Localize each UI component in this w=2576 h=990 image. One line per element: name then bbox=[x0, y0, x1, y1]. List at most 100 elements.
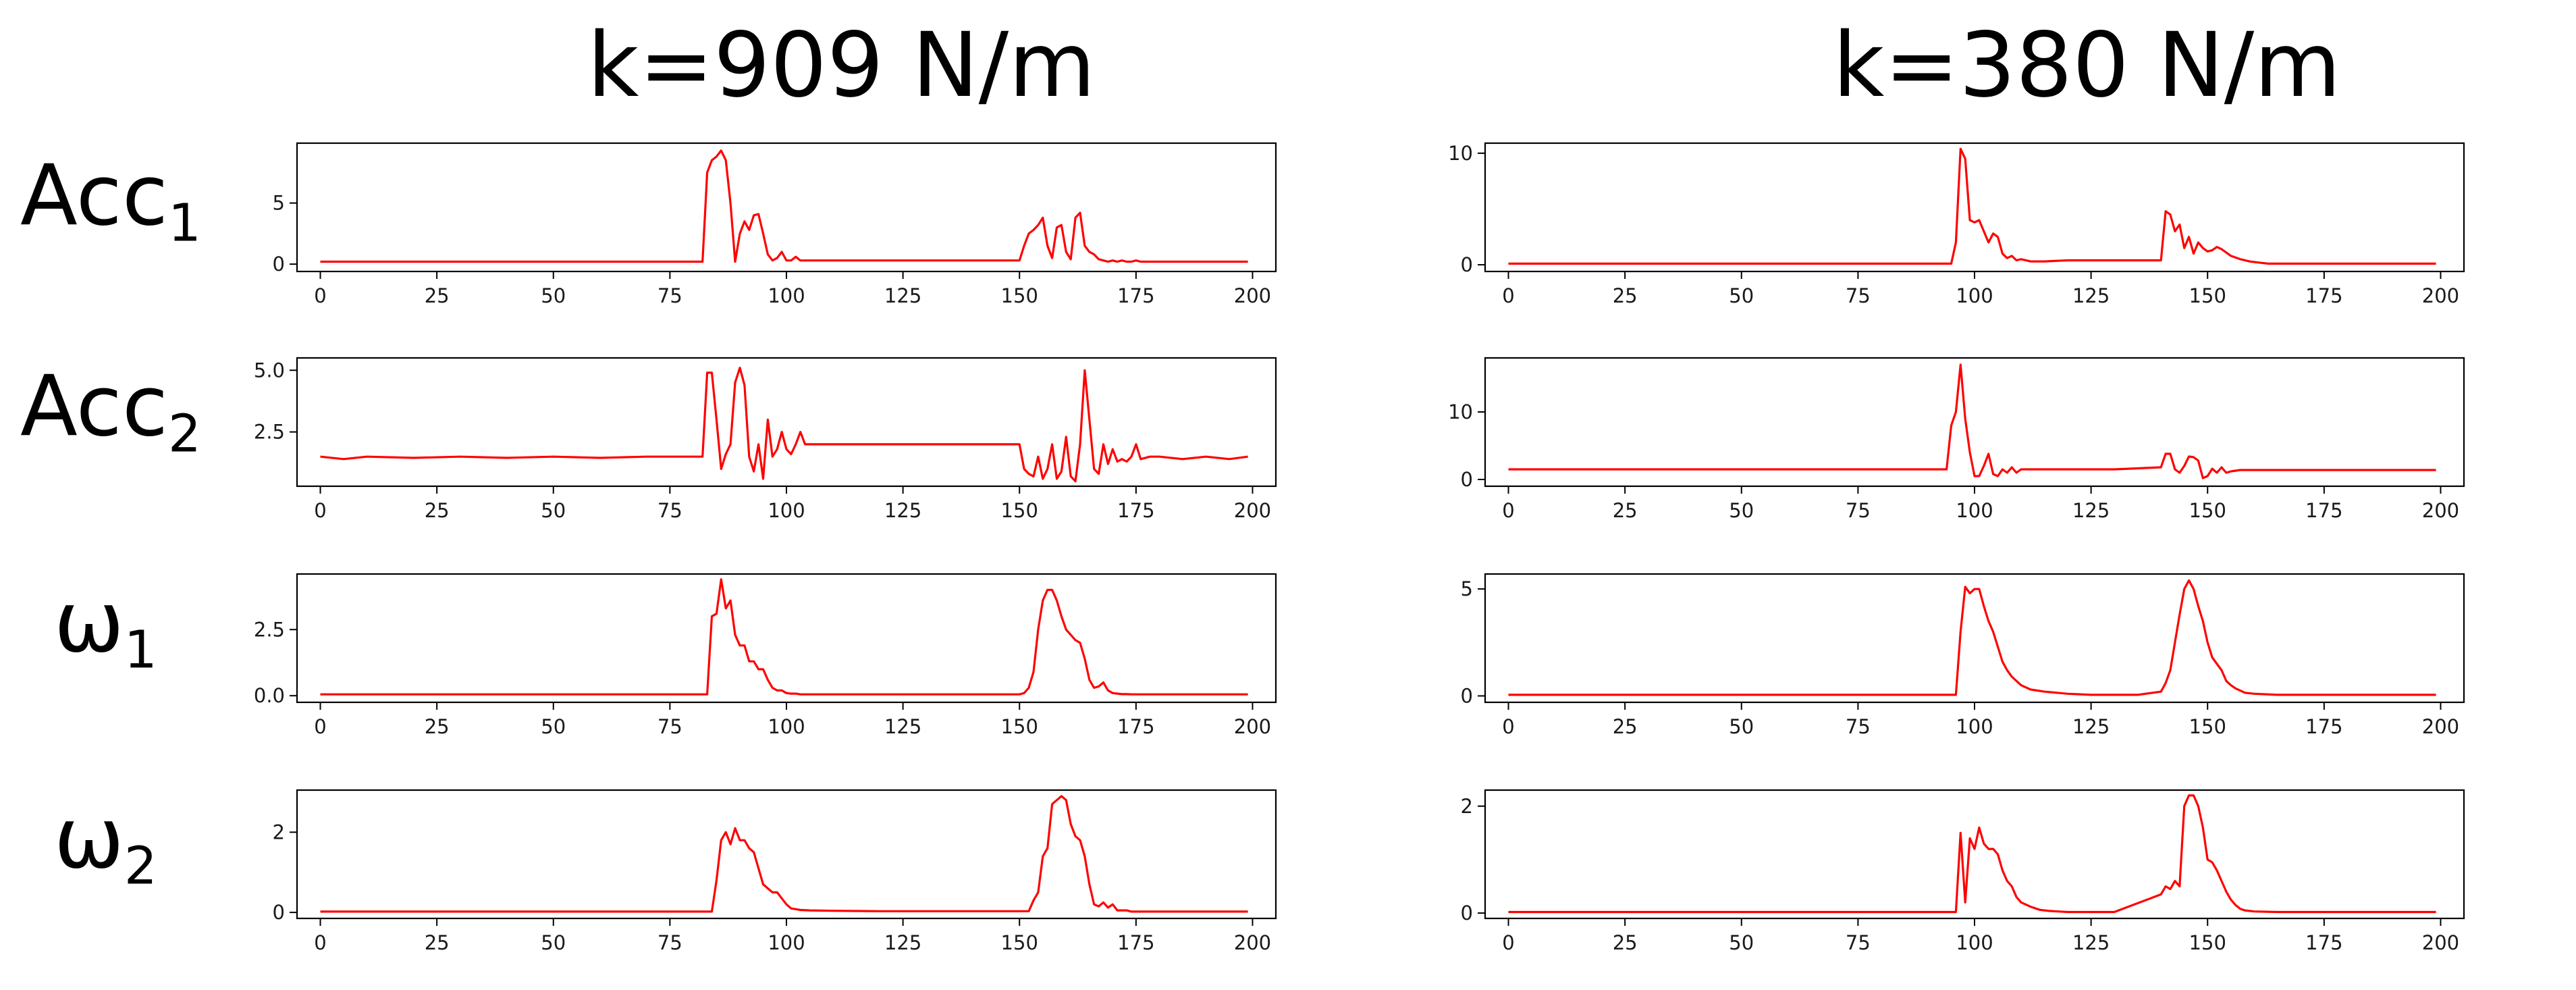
y-tick-label-0: 2.5 bbox=[254, 421, 285, 444]
column-title-k380: k=380 N/m bbox=[1833, 14, 2341, 118]
row-label-acc1-base: Acc bbox=[20, 147, 168, 244]
panel-k380-acc2: 0 25 50 75 100 125 150 175 200 0 10 bbox=[1448, 357, 2465, 522]
x-tick-label-2: 50 bbox=[1729, 499, 1754, 522]
x-tick-label-3: 75 bbox=[1846, 499, 1871, 522]
x-tick-label-2: 50 bbox=[541, 499, 566, 522]
x-tick-label-1: 25 bbox=[425, 931, 450, 954]
x-tick-label-7: 175 bbox=[1117, 284, 1154, 307]
row-label-acc2: Acc2 bbox=[20, 365, 201, 461]
x-tick-label-4: 100 bbox=[768, 499, 805, 522]
panel-k380-acc1: 0 25 50 75 100 125 150 175 200 0 10 bbox=[1448, 142, 2465, 307]
row-label-acc1-sub: 1 bbox=[168, 193, 201, 254]
row-label-acc1: Acc1 bbox=[20, 154, 201, 250]
x-tick-label-5: 125 bbox=[2072, 931, 2110, 954]
x-tick-label-6: 150 bbox=[1001, 931, 1038, 954]
x-tick-label-0: 0 bbox=[1502, 284, 1514, 307]
x-tick-label-8: 200 bbox=[2422, 284, 2459, 307]
x-tick-label-0: 0 bbox=[1502, 931, 1514, 954]
x-tick-label-4: 100 bbox=[768, 715, 805, 738]
x-tick-label-0: 0 bbox=[1502, 715, 1514, 738]
x-tick-label-5: 125 bbox=[2072, 499, 2110, 522]
x-tick-label-0: 0 bbox=[314, 499, 326, 522]
x-tick-label-3: 75 bbox=[658, 284, 682, 307]
x-tick-label-0: 0 bbox=[314, 715, 326, 738]
x-tick-label-5: 125 bbox=[884, 499, 921, 522]
panel-k380-omega2: 0 25 50 75 100 125 150 175 200 0 2 bbox=[1461, 789, 2465, 954]
x-tick-label-3: 75 bbox=[1846, 284, 1871, 307]
axes-frame bbox=[1484, 789, 2465, 920]
y-tick-label-1: 2.5 bbox=[254, 618, 285, 641]
row-label-acc2-sub: 2 bbox=[168, 404, 201, 465]
y-tick-label-0: 0 bbox=[1461, 902, 1473, 924]
x-tick-label-3: 75 bbox=[658, 715, 682, 738]
x-tick-label-8: 200 bbox=[1234, 715, 1271, 738]
row-label-omega1-sub: 1 bbox=[124, 620, 157, 681]
x-tick-label-4: 100 bbox=[768, 284, 805, 307]
axes-frame bbox=[1484, 573, 2465, 704]
x-tick-label-8: 200 bbox=[2422, 499, 2459, 522]
y-tick-label-0: 0 bbox=[1461, 468, 1473, 491]
y-tick-label-1: 10 bbox=[1448, 142, 1473, 165]
x-tick-label-0: 0 bbox=[1502, 499, 1514, 522]
x-tick-label-2: 50 bbox=[541, 715, 566, 738]
x-tick-label-0: 0 bbox=[314, 284, 326, 307]
x-tick-label-1: 25 bbox=[425, 284, 450, 307]
axes-frame bbox=[296, 357, 1277, 488]
x-tick-label-7: 175 bbox=[2305, 715, 2342, 738]
y-tick-label-1: 5 bbox=[1461, 577, 1473, 600]
x-tick-label-8: 200 bbox=[1234, 931, 1271, 954]
series-line-0 bbox=[1508, 579, 2436, 696]
axes-frame bbox=[296, 789, 1277, 920]
x-tick-label-7: 175 bbox=[2305, 284, 2342, 307]
x-tick-label-3: 75 bbox=[1846, 931, 1871, 954]
row-label-acc2-base: Acc bbox=[20, 358, 168, 455]
row-label-omega2-sub: 2 bbox=[124, 836, 157, 897]
x-tick-label-2: 50 bbox=[1729, 284, 1754, 307]
series-line-0 bbox=[320, 149, 1248, 263]
series-line-0 bbox=[1508, 147, 2436, 265]
axes-frame bbox=[296, 573, 1277, 704]
x-tick-label-6: 150 bbox=[2189, 715, 2226, 738]
x-tick-label-7: 175 bbox=[1117, 499, 1154, 522]
x-tick-label-4: 100 bbox=[1956, 931, 1993, 954]
x-tick-label-2: 50 bbox=[541, 284, 566, 307]
y-tick-label-1: 2 bbox=[273, 820, 285, 843]
x-tick-label-1: 25 bbox=[425, 715, 450, 738]
x-tick-label-5: 125 bbox=[884, 715, 921, 738]
panel-k909-omega2: 0 25 50 75 100 125 150 175 200 0 2 bbox=[273, 789, 1277, 954]
x-tick-label-8: 200 bbox=[1234, 284, 1271, 307]
panel-k909-omega1: 0 25 50 75 100 125 150 175 200 0.0 2.5 bbox=[254, 573, 1277, 738]
x-tick-label-7: 175 bbox=[2305, 931, 2342, 954]
y-tick-label-1: 10 bbox=[1448, 400, 1473, 423]
row-label-omega2-base: ω bbox=[54, 790, 124, 887]
panel-k380-omega1: 0 25 50 75 100 125 150 175 200 0 5 bbox=[1461, 573, 2465, 738]
y-tick-label-1: 2 bbox=[1461, 795, 1473, 818]
x-tick-label-4: 100 bbox=[1956, 715, 1993, 738]
y-tick-label-1: 5 bbox=[273, 192, 285, 215]
row-label-omega1: ω1 bbox=[54, 581, 157, 677]
x-tick-label-5: 125 bbox=[884, 284, 921, 307]
x-tick-label-3: 75 bbox=[658, 499, 682, 522]
row-label-omega2: ω2 bbox=[54, 797, 157, 893]
x-tick-label-7: 175 bbox=[1117, 931, 1154, 954]
axes-frame bbox=[296, 142, 1277, 273]
x-tick-label-7: 175 bbox=[1117, 715, 1154, 738]
y-tick-label-1: 5.0 bbox=[254, 359, 285, 382]
panel-k909-acc2: 0 25 50 75 100 125 150 175 200 2.5 5.0 bbox=[254, 357, 1277, 522]
panel-k909-acc1: 0 25 50 75 100 125 150 175 200 0 5 bbox=[273, 142, 1277, 307]
x-tick-label-7: 175 bbox=[2305, 499, 2342, 522]
axes-frame bbox=[1484, 357, 2465, 488]
series-line-0 bbox=[1508, 794, 2436, 914]
series-line-0 bbox=[320, 578, 1248, 696]
x-tick-label-0: 0 bbox=[314, 931, 326, 954]
x-tick-label-6: 150 bbox=[1001, 499, 1038, 522]
x-tick-label-2: 50 bbox=[1729, 931, 1754, 954]
x-tick-label-8: 200 bbox=[2422, 715, 2459, 738]
x-tick-label-4: 100 bbox=[768, 931, 805, 954]
axes-frame bbox=[1484, 142, 2465, 273]
y-tick-label-0: 0 bbox=[1461, 685, 1473, 708]
y-tick-label-0: 0 bbox=[273, 901, 285, 924]
row-label-omega1-base: ω bbox=[54, 574, 124, 671]
x-tick-label-1: 25 bbox=[1613, 931, 1638, 954]
x-tick-label-1: 25 bbox=[425, 499, 450, 522]
